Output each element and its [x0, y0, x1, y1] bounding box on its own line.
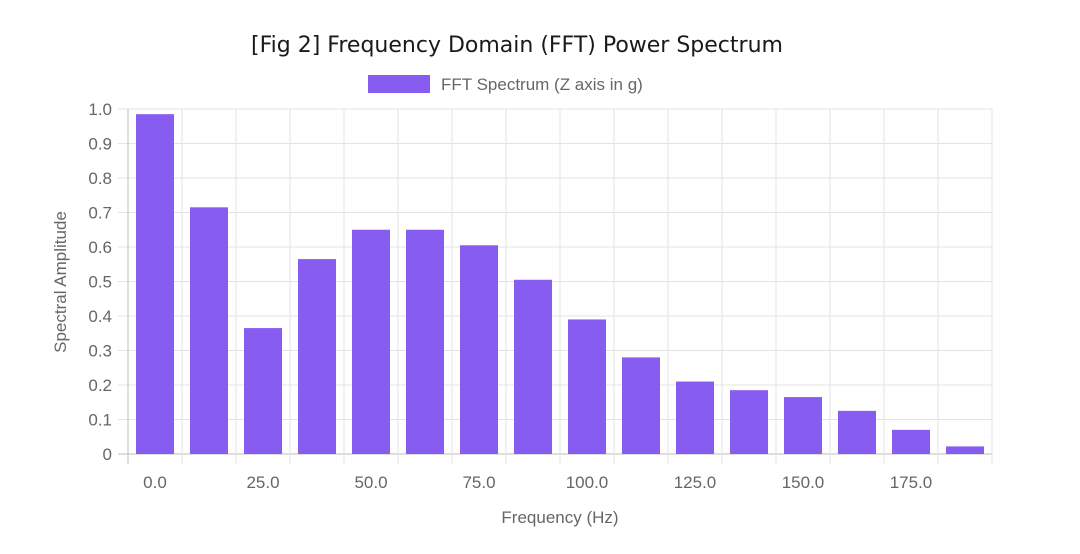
bar[interactable] [406, 229, 444, 454]
x-tick-label: 100.0 [566, 473, 609, 492]
bar[interactable] [460, 245, 498, 454]
x-axis-title: Frequency (Hz) [501, 508, 618, 527]
y-tick-label: 0.5 [88, 273, 112, 292]
axes: 0 0.1 0.2 0.3 0.4 0.5 0.6 0.7 0.8 0.9 1.0 0.0 25.0 50… [88, 100, 932, 492]
legend-swatch [368, 75, 430, 93]
x-tick-label: 175.0 [890, 473, 933, 492]
y-tick-label: 0.4 [88, 307, 112, 326]
bar[interactable] [892, 429, 930, 454]
bars [136, 114, 984, 455]
x-tick-label: 25.0 [246, 473, 279, 492]
bar[interactable] [244, 328, 282, 454]
x-tick-label: 75.0 [462, 473, 495, 492]
bar[interactable] [568, 319, 606, 454]
x-tick-label: 0.0 [143, 473, 167, 492]
bar[interactable] [838, 410, 876, 454]
bar[interactable] [784, 397, 822, 454]
bar[interactable] [136, 114, 174, 455]
y-tick-label: 0.8 [88, 169, 112, 188]
x-tick-label: 50.0 [354, 473, 387, 492]
y-tick-label: 0 [103, 445, 112, 464]
bar[interactable] [946, 446, 984, 454]
y-tick-label: 0.6 [88, 238, 112, 257]
y-tick-label: 0.7 [88, 204, 112, 223]
bar[interactable] [730, 390, 768, 454]
y-tick-label: 1.0 [88, 100, 112, 119]
chart-title: [Fig 2] Frequency Domain (FFT) Power Spe… [251, 33, 783, 58]
grid-lines [118, 108, 993, 464]
y-tick-label: 0.1 [88, 411, 112, 430]
bar[interactable] [676, 381, 714, 454]
y-tick-label: 0.3 [88, 342, 112, 361]
bar[interactable] [298, 259, 336, 454]
legend[interactable]: FFT Spectrum (Z axis in g) [368, 75, 643, 94]
y-axis-title: Spectral Amplitude [51, 211, 70, 353]
legend-label: FFT Spectrum (Z axis in g) [441, 75, 643, 94]
y-tick-label: 0.2 [88, 376, 112, 395]
x-tick-label: 150.0 [782, 473, 825, 492]
y-tick-label: 0.9 [88, 135, 112, 154]
bar[interactable] [190, 207, 228, 454]
x-tick-label: 125.0 [674, 473, 717, 492]
bar[interactable] [352, 229, 390, 454]
bar[interactable] [622, 357, 660, 454]
bar[interactable] [514, 279, 552, 454]
